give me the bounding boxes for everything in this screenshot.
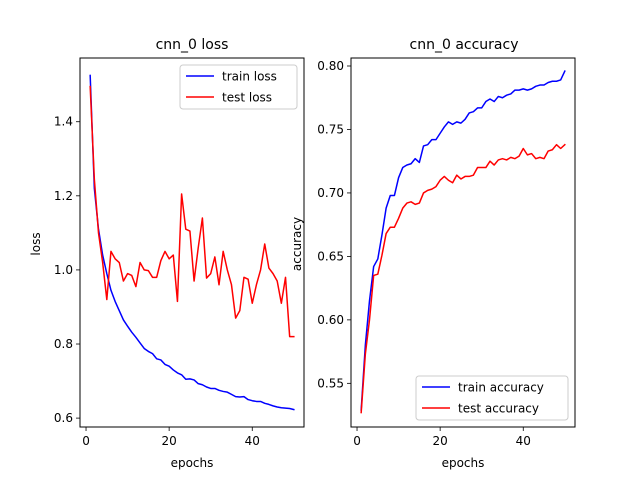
loss-x-tick-label: 40: [245, 434, 260, 448]
accuracy-y-tick-label: 0.55: [317, 376, 344, 390]
loss-series-test-loss: [89, 85, 295, 338]
accuracy-legend-entry: test accuracy: [458, 402, 539, 416]
loss-legend: train loss test loss: [179, 64, 298, 110]
accuracy-y-tick-label: 0.65: [317, 249, 344, 263]
loss-y-tick-label: 1.2: [54, 189, 73, 203]
accuracy-axes-frame: [350, 57, 576, 428]
loss-y-axis-label: loss: [29, 232, 43, 255]
loss-y-tick-label: 0.6: [54, 411, 73, 425]
loss-x-tick-label: 0: [82, 434, 90, 448]
accuracy-subplot: cnn_0 accuracy epochs accuracy 0 20 40 0.55…: [290, 37, 576, 470]
accuracy-x-axis-label: epochs: [442, 456, 485, 470]
accuracy-x-tick-label: 0: [353, 434, 361, 448]
loss-legend-entry: test loss: [222, 91, 272, 105]
loss-chart-title: cnn_0 loss: [156, 37, 229, 53]
loss-subplot: cnn_0 loss epochs loss 0 20 40 0.6 0.8 1.0 1.2…: [29, 37, 305, 470]
loss-y-tick-label: 1.4: [54, 115, 73, 129]
accuracy-ticks: 0 20 40 0.55 0.60 0.65 0.70 0.75 0.80: [317, 59, 531, 448]
accuracy-chart-title: cnn_0 accuracy: [410, 37, 519, 53]
accuracy-legend-box: [415, 375, 569, 421]
loss-y-tick-label: 1.0: [54, 263, 73, 277]
loss-y-tick-label: 0.8: [54, 337, 73, 351]
accuracy-series-lines: [360, 70, 566, 414]
accuracy-series-train-accuracy: [360, 70, 566, 411]
loss-ticks: 0 20 40 0.6 0.8 1.0 1.2 1.4: [54, 115, 260, 448]
accuracy-y-tick-label: 0.60: [317, 313, 344, 327]
loss-legend-entry: train loss: [222, 70, 277, 84]
loss-series-lines: [89, 74, 295, 411]
accuracy-y-tick-label: 0.75: [317, 122, 344, 136]
accuracy-y-tick-label: 0.70: [317, 186, 344, 200]
accuracy-legend-entry: train accuracy: [458, 381, 544, 395]
accuracy-y-tick-label: 0.80: [317, 59, 344, 73]
accuracy-series-test-accuracy: [360, 143, 566, 414]
loss-series-train-loss: [89, 74, 295, 411]
loss-axes-frame: [79, 57, 305, 428]
loss-x-axis-label: epochs: [171, 456, 214, 470]
accuracy-x-tick-label: 20: [433, 434, 448, 448]
accuracy-x-tick-label: 40: [516, 434, 531, 448]
accuracy-y-axis-label: accuracy: [290, 217, 304, 271]
loss-x-tick-label: 20: [162, 434, 177, 448]
accuracy-legend: train accuracy test accuracy: [415, 375, 569, 421]
